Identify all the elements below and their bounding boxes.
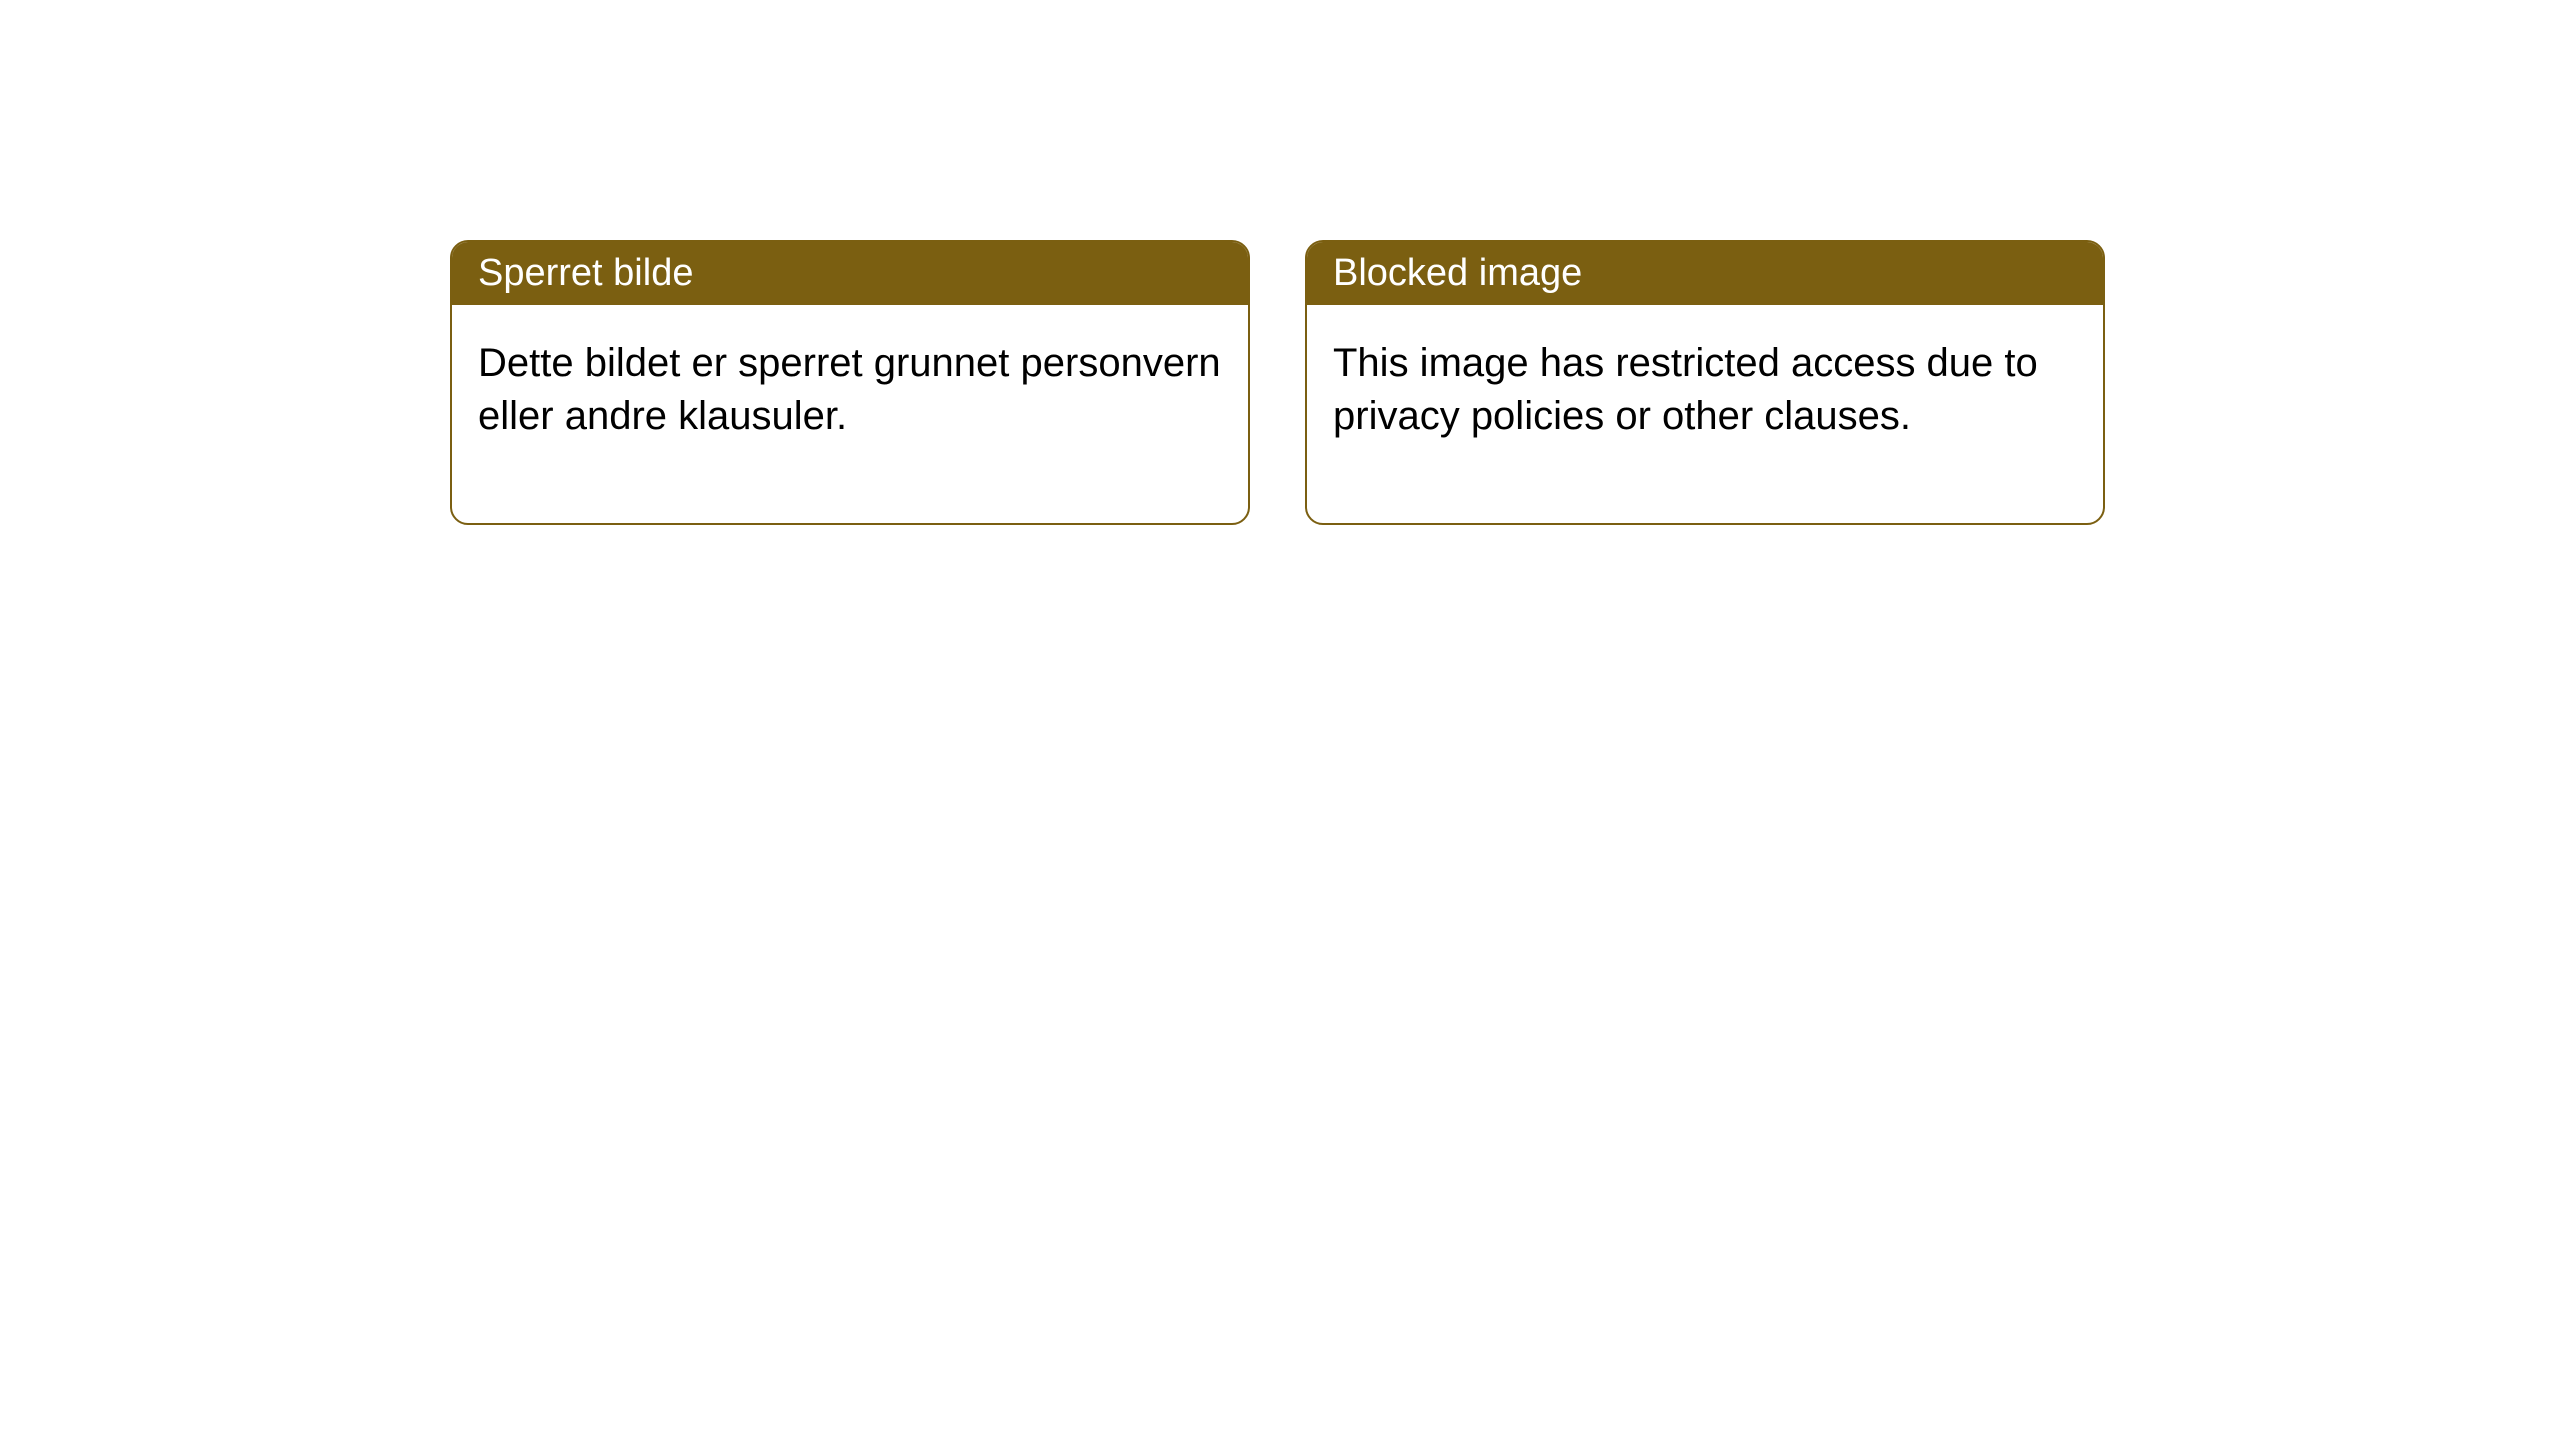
notice-card-header: Sperret bilde	[452, 242, 1248, 305]
notice-card-english: Blocked image This image has restricted …	[1305, 240, 2105, 525]
notice-cards-container: Sperret bilde Dette bildet er sperret gr…	[450, 240, 2105, 525]
notice-card-norwegian: Sperret bilde Dette bildet er sperret gr…	[450, 240, 1250, 525]
notice-card-header: Blocked image	[1307, 242, 2103, 305]
notice-card-body: This image has restricted access due to …	[1307, 305, 2103, 523]
notice-card-body: Dette bildet er sperret grunnet personve…	[452, 305, 1248, 523]
